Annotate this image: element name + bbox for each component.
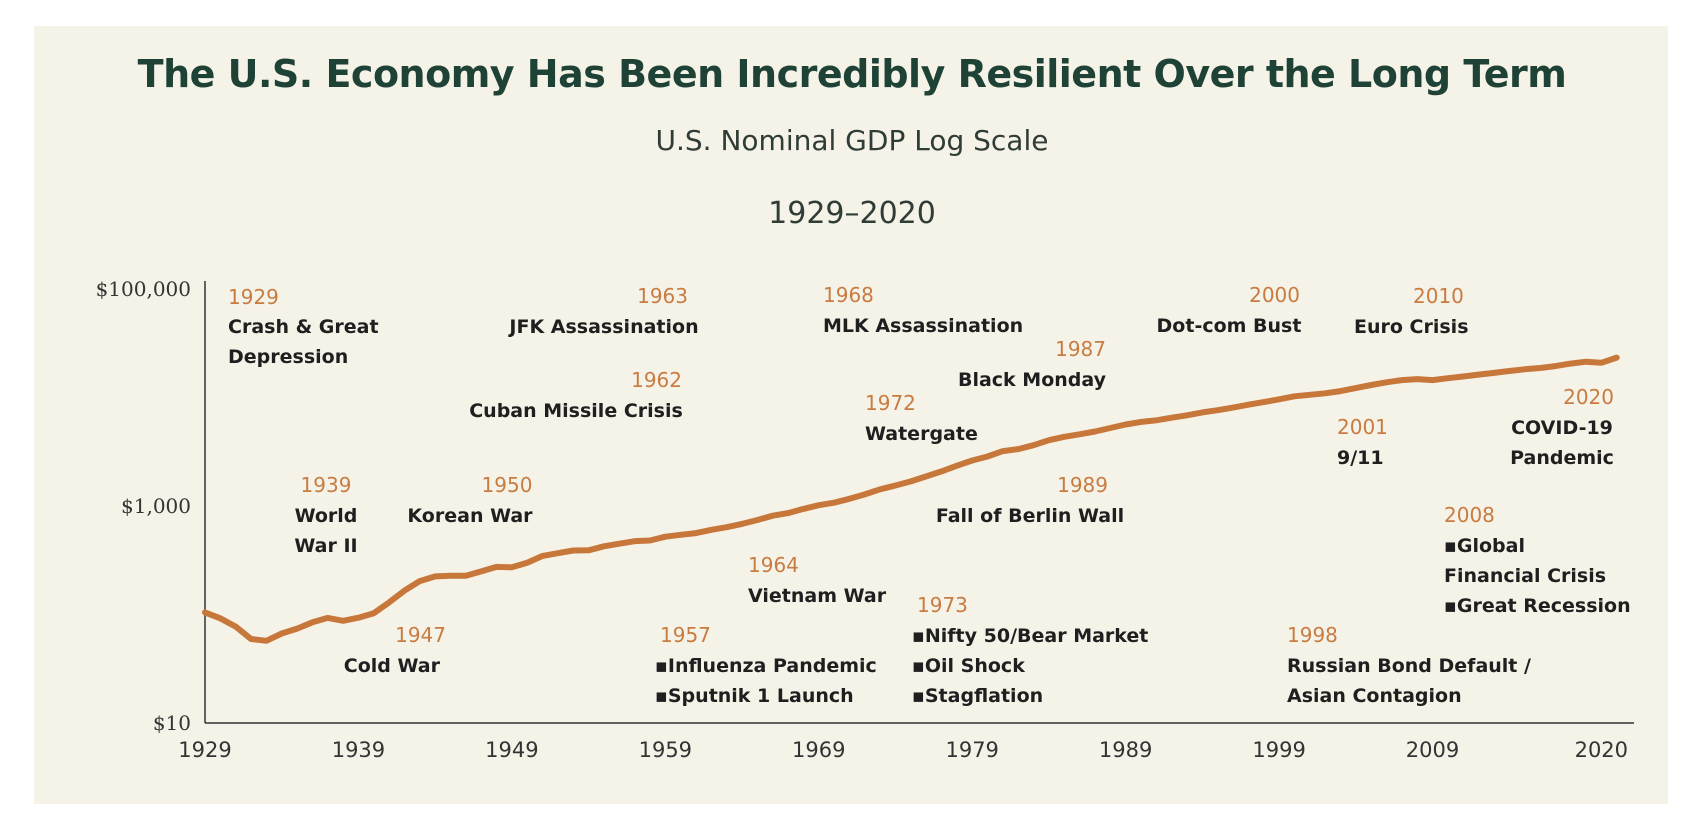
event-text-label: Pandemic [1510,447,1614,469]
chart-title: The U.S. Economy Has Been Incredibly Res… [137,52,1567,96]
event-annotation: 1939 World War II [294,473,357,557]
event-text-label: Russian Bond Default / [1287,655,1531,677]
x-tick-label: 1979 [945,738,998,762]
event-annotation: 1963 JFK Assassination [507,284,698,338]
chart-date-range: 1929–2020 [768,196,936,231]
x-tick-label: 1999 [1252,738,1305,762]
event-annotation: 1957 ▪Influenza Pandemic ▪Sputnik 1 Launch [655,623,877,707]
event-year-label: 1968 [823,283,874,307]
event-text-label: ▪Oil Shock [912,655,1025,677]
event-annotation: 2000 Dot-com Bust [1157,283,1302,337]
event-year-label: 1963 [637,284,688,308]
event-year-label: 2008 [1444,503,1495,527]
event-text-label: War II [294,535,357,557]
gdp-series-line [202,354,1620,644]
series-layer [202,354,1620,644]
tick-labels: $100,000 $1,000 $10 1929 1939 1949 1959 1969 197… [96,277,1628,762]
event-annotation: 1962 Cuban Missile Crisis [469,368,683,422]
event-year-label: 2001 [1337,415,1388,439]
event-annotation: 2001 9/11 [1337,415,1388,469]
event-annotation: 1973 ▪Nifty 50/Bear Market ▪Oil Shock ▪Stag… [912,593,1148,707]
event-annotation: 2008 ▪Global Financial Crisis ▪Great Recess… [1444,503,1631,617]
event-year-label: 2020 [1563,385,1614,409]
x-tick-label: 1989 [1099,738,1152,762]
chart-panel [34,26,1668,804]
event-text-label: Black Monday [958,369,1107,391]
event-year-label: 1962 [631,368,682,392]
x-tick-label: 1939 [332,738,385,762]
event-annotation: 1964 Vietnam War [748,553,887,607]
event-year-label: 1989 [1057,473,1108,497]
event-text-label: Cold War [344,655,441,677]
y-tick-label: $10 [153,711,191,735]
chart-subtitle: U.S. Nominal GDP Log Scale [655,124,1049,157]
event-year-label: 2000 [1249,283,1300,307]
event-text-label: ▪Great Recession [1444,595,1631,617]
event-year-label: 1964 [748,553,799,577]
event-text-label: 9/11 [1337,447,1384,469]
event-text-label: JFK Assassination [507,316,698,338]
event-year-label: 1998 [1287,623,1338,647]
event-annotation: 1972 Watergate [865,391,978,445]
event-year-label: 1947 [395,623,446,647]
event-text-label: Cuban Missile Crisis [469,400,683,422]
x-tick-label: 1969 [792,738,845,762]
event-text-label: Financial Crisis [1444,565,1606,587]
event-annotation: 1989 Fall of Berlin Wall [936,473,1124,527]
event-text-label: ▪Global [1444,535,1525,557]
event-text-label: Vietnam War [748,585,887,607]
event-annotation: 1998 Russian Bond Default / Asian Contagio… [1287,623,1531,707]
event-text-label: Watergate [865,423,978,445]
event-annotation: 1968 MLK Assassination [823,283,1023,337]
event-text-label: Euro Crisis [1354,316,1469,338]
x-tick-label: 2020 [1575,738,1628,762]
event-text-label: Crash & Great [228,316,379,338]
event-text-label: COVID-19 [1511,417,1613,439]
event-annotation: 1929 Crash & Great Depression [228,285,379,368]
event-text-label: ▪Influenza Pandemic [655,655,877,677]
event-text-label: Fall of Berlin Wall [936,505,1124,527]
event-year-label: 1929 [228,285,279,309]
event-year-label: 1950 [482,473,533,497]
event-annotation: 2020 COVID-19 Pandemic [1510,385,1614,469]
event-text-label: World [295,505,358,527]
event-text-label: Asian Contagion [1287,685,1462,707]
y-tick-label: $1,000 [121,494,191,518]
event-text-label: ▪Sputnik 1 Launch [655,685,854,707]
event-year-label: 1957 [660,623,711,647]
event-text-label: MLK Assassination [823,315,1023,337]
event-year-label: 1972 [865,391,916,415]
y-tick-label: $100,000 [96,277,191,301]
event-year-label: 1973 [917,593,968,617]
x-tick-label: 1959 [639,738,692,762]
x-tick-label: 1929 [178,738,231,762]
event-text-label: Korean War [407,505,533,527]
event-year-label: 1939 [301,473,352,497]
event-text-label: ▪Nifty 50/Bear Market [912,625,1148,647]
event-annotation: 2010 Euro Crisis [1354,284,1469,338]
x-tick-label: 1949 [485,738,538,762]
event-text-label: Depression [228,346,348,368]
event-annotation: 1987 Black Monday [958,337,1107,391]
axes [204,281,1634,724]
event-annotation: 1950 Korean War [407,473,533,527]
event-annotations: 1929 Crash & Great Depression 1939 World War … [228,283,1631,707]
event-text-label: Dot-com Bust [1157,315,1302,337]
event-text-label: ▪Stagflation [912,685,1043,707]
event-annotation: 1947 Cold War [344,623,446,677]
event-year-label: 1987 [1055,337,1106,361]
x-tick-label: 2009 [1406,738,1459,762]
event-year-label: 2010 [1413,284,1464,308]
